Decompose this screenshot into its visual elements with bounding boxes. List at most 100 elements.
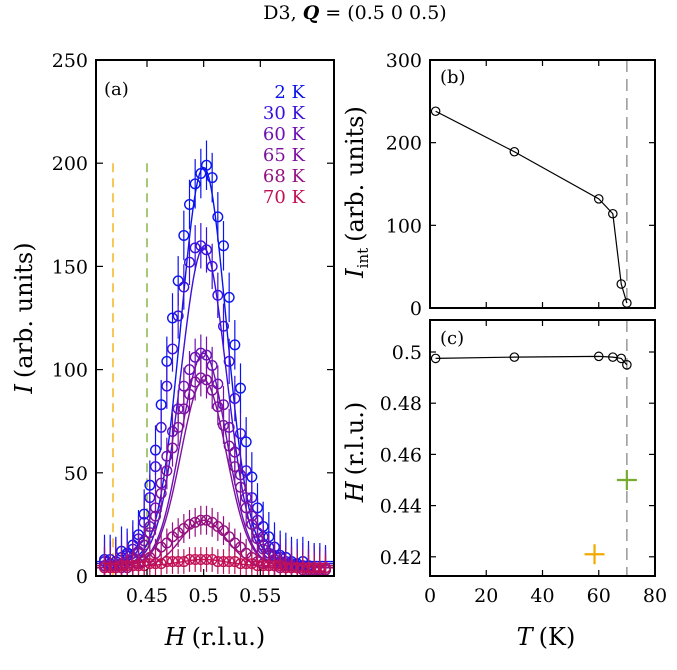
c-ytick-label: 0.44 — [380, 496, 422, 518]
data-point-65K-22 — [223, 427, 235, 465]
point-marker — [127, 560, 139, 572]
point-marker — [251, 533, 263, 545]
point-marker — [172, 275, 184, 287]
data-point-70K-23 — [229, 549, 241, 574]
point-marker — [314, 562, 326, 574]
point-marker — [155, 558, 167, 570]
point-marker — [115, 560, 127, 572]
point-marker — [172, 310, 184, 322]
legend-65K: 65 K — [263, 145, 306, 166]
point-marker — [229, 556, 241, 568]
point-marker — [269, 560, 281, 572]
point-marker — [223, 531, 235, 543]
point-marker — [166, 442, 178, 454]
panel-b: 0 100 200 300 (b) Iint(arb. units) — [341, 50, 656, 320]
data-point-65K-18 — [200, 361, 212, 399]
a-xtick-label: 0.55 — [239, 585, 281, 607]
b-ytick-label: 0 — [410, 298, 422, 320]
data-point-65K-23 — [229, 448, 241, 486]
data-point-70K-8 — [144, 551, 156, 576]
point-marker — [183, 518, 195, 530]
data-point-30K-21 — [217, 303, 229, 349]
c-xtick-label: 80 — [643, 585, 667, 607]
point-marker — [161, 537, 173, 549]
point-marker — [195, 514, 207, 526]
data-point-70K-1 — [104, 555, 116, 576]
data-point-65K-24 — [234, 468, 246, 506]
data-point-2K-17 — [195, 148, 207, 199]
data-point-30K-15 — [183, 239, 195, 285]
b-line — [435, 110, 628, 304]
data-point-70K-31 — [274, 553, 286, 576]
a-panel-label: (a) — [104, 79, 129, 100]
a-ytick-label: 250 — [52, 50, 88, 72]
point-marker — [229, 392, 241, 404]
a-xtick-label: 0.5 — [189, 585, 219, 607]
point-marker — [217, 525, 229, 537]
data-point-68K-22 — [223, 522, 235, 552]
data-point-70K-34 — [291, 555, 303, 576]
c-panel-label: (c) — [440, 328, 464, 349]
point-marker — [212, 401, 224, 413]
data-point-70K-21 — [217, 549, 229, 574]
point-marker — [308, 562, 320, 574]
data-point-65K-15 — [183, 375, 195, 413]
point-marker — [206, 172, 218, 184]
point-marker — [189, 553, 201, 565]
data-point-70K-13 — [172, 549, 184, 574]
data-point-65K-21 — [217, 406, 229, 444]
point-marker — [200, 349, 212, 361]
point-marker — [229, 461, 241, 473]
point-marker — [200, 244, 212, 256]
point-marker — [280, 562, 292, 574]
c-y-label: H(r.l.u.) — [341, 402, 369, 504]
point-marker — [195, 372, 207, 384]
fit-curve-65K — [96, 379, 334, 567]
point-marker — [189, 516, 201, 528]
point-marker — [183, 198, 195, 210]
a-fit-curves — [95, 166, 334, 569]
data-point-68K-21 — [217, 516, 229, 546]
legend-30K: 30 K — [263, 103, 306, 124]
c-cross-markers — [584, 470, 637, 565]
point-marker — [291, 562, 303, 574]
point-marker — [195, 168, 207, 180]
point-marker — [240, 502, 252, 514]
data-point-70K-2 — [110, 555, 122, 576]
c-point-4 — [616, 353, 627, 364]
a-legend: 2 K30 K60 K65 K68 K70 K — [263, 82, 306, 208]
data-point-70K-4 — [121, 553, 133, 576]
point-marker — [200, 514, 212, 526]
b-ytick-label: 100 — [386, 215, 422, 237]
data-point-30K-23 — [229, 375, 241, 422]
point-marker — [206, 359, 218, 371]
point-marker — [234, 558, 246, 570]
point-marker — [172, 556, 184, 568]
point-marker — [183, 388, 195, 400]
c-plus-marker-0 — [584, 544, 605, 565]
b-point-2 — [593, 194, 604, 204]
a-xtick-label: 0.45 — [126, 585, 168, 607]
c-y-ticks: 0.42 0.44 0.46 0.48 0.5 — [380, 342, 655, 569]
point-marker — [240, 436, 252, 448]
point-marker — [223, 355, 235, 367]
point-marker — [297, 562, 309, 574]
data-point-65K-14 — [178, 390, 190, 428]
point-marker — [274, 560, 286, 572]
data-point-30K-24 — [234, 410, 246, 457]
data-point-65K-25 — [240, 489, 252, 527]
data-point-70K-38 — [314, 555, 326, 576]
point-marker — [217, 320, 229, 332]
data-point-30K-12 — [166, 326, 178, 372]
point-marker — [246, 558, 258, 570]
data-point-30K-13 — [172, 293, 184, 339]
point-marker — [178, 281, 190, 293]
point-marker — [189, 178, 201, 190]
c-xtick-label: 20 — [474, 585, 498, 607]
point-marker — [234, 481, 246, 493]
point-marker — [240, 558, 252, 570]
data-point-65K-17 — [195, 359, 207, 397]
data-point-30K-18 — [200, 227, 212, 273]
data-point-2K-19 — [206, 152, 218, 203]
data-point-2K-21 — [217, 220, 229, 271]
